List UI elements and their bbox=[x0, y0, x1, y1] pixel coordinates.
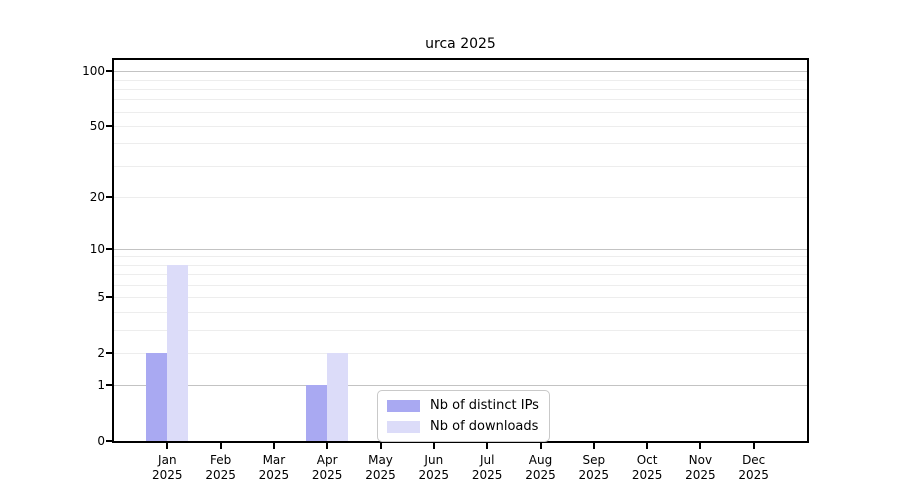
x-label-year: 2025 bbox=[738, 468, 769, 482]
y-axis-tick bbox=[106, 70, 113, 73]
minor-gridline bbox=[114, 197, 807, 198]
x-axis-tick bbox=[219, 441, 222, 449]
major-gridline bbox=[114, 248, 807, 250]
x-label-year: 2025 bbox=[418, 468, 450, 482]
y-axis-tick-label: 5 bbox=[97, 290, 105, 305]
x-axis-tick-label: Mar 2025 bbox=[242, 453, 306, 483]
minor-gridline bbox=[114, 143, 807, 145]
x-axis-tick bbox=[752, 441, 755, 449]
x-label-year: 2025 bbox=[365, 468, 396, 482]
x-label-year: 2025 bbox=[205, 468, 236, 482]
minor-gridline bbox=[114, 125, 807, 127]
x-label-year: 2025 bbox=[578, 468, 610, 482]
minor-gridline bbox=[114, 88, 807, 90]
minor-gridline bbox=[114, 297, 807, 299]
major-gridline bbox=[114, 71, 807, 73]
minor-gridline bbox=[114, 165, 807, 167]
bar-distinct-ips bbox=[146, 352, 168, 441]
x-axis-tick bbox=[272, 441, 275, 449]
x-axis-tick-label: Feb 2025 bbox=[189, 453, 253, 483]
y-axis-tick-label: 10 bbox=[89, 241, 105, 256]
y-axis-tick-label: 100 bbox=[82, 64, 105, 79]
minor-gridline bbox=[114, 312, 807, 313]
y-axis-tick-label: 0 bbox=[97, 434, 105, 448]
x-label-year: 2025 bbox=[631, 468, 663, 482]
x-axis-tick bbox=[379, 441, 382, 449]
minor-gridline bbox=[114, 99, 807, 101]
x-axis-tick bbox=[592, 441, 595, 449]
x-axis-tick-label: Jun 2025 bbox=[402, 453, 466, 483]
minor-gridline bbox=[114, 111, 807, 113]
minor-gridline bbox=[114, 274, 807, 276]
x-axis-tick-label: Dec 2025 bbox=[722, 453, 786, 483]
legend-item-distinct-ips: Nb of distinct IPs bbox=[387, 397, 539, 414]
x-axis-tick-label: Jul 2025 bbox=[455, 453, 519, 483]
x-label-year: 2025 bbox=[152, 468, 183, 482]
x-label-month: Oct bbox=[636, 453, 658, 467]
bar-downloads bbox=[327, 352, 349, 441]
x-axis-tick-label: Jan 2025 bbox=[135, 453, 199, 483]
x-label-year: 2025 bbox=[311, 468, 343, 482]
y-axis-tick bbox=[106, 384, 113, 387]
y-axis-tick bbox=[106, 196, 113, 198]
x-label-month: Jul bbox=[479, 453, 495, 467]
x-label-year: 2025 bbox=[258, 468, 290, 482]
legend-swatch-distinct-ips-icon bbox=[387, 399, 420, 412]
y-axis-tick-label: 50 bbox=[89, 118, 105, 133]
minor-gridline bbox=[114, 79, 807, 81]
x-label-month: Jun bbox=[424, 453, 444, 467]
y-axis-tick bbox=[106, 440, 113, 442]
legend-swatch-downloads-icon bbox=[387, 420, 420, 433]
x-axis-tick bbox=[486, 441, 489, 449]
x-axis-tick bbox=[432, 441, 435, 449]
major-gridline bbox=[114, 385, 807, 387]
x-axis-tick bbox=[166, 441, 169, 449]
plot-area: Nb of distinct IPs Nb of downloads 100 50… bbox=[82, 58, 809, 482]
y-axis-tick bbox=[106, 247, 113, 250]
legend-label-distinct-ips: Nb of distinct IPs bbox=[430, 398, 539, 413]
x-label-year: 2025 bbox=[471, 468, 503, 482]
x-axis-tick-label: Sep 2025 bbox=[562, 453, 626, 483]
bar-distinct-ips bbox=[306, 385, 328, 441]
legend-label-downloads: Nb of downloads bbox=[430, 419, 539, 434]
x-axis-tick bbox=[699, 441, 702, 449]
x-label-month: Mar bbox=[262, 453, 286, 467]
minor-gridline bbox=[114, 264, 807, 266]
x-label-month: Dec bbox=[742, 453, 766, 467]
legend-item-downloads: Nb of downloads bbox=[387, 418, 539, 435]
y-axis-tick-label: 2 bbox=[97, 345, 105, 360]
x-axis-tick-label: Aug 2025 bbox=[509, 453, 573, 483]
x-axis-tick-label: May 2025 bbox=[349, 453, 413, 483]
x-label-month: Feb bbox=[209, 453, 232, 467]
x-axis-tick-label: Nov 2025 bbox=[668, 453, 732, 483]
y-axis-tick bbox=[106, 296, 113, 299]
x-axis-tick bbox=[646, 441, 649, 449]
y-axis-tick-label: 1 bbox=[97, 378, 105, 393]
x-label-month: Nov bbox=[688, 453, 713, 467]
x-label-month: Sep bbox=[582, 453, 606, 467]
bar-downloads bbox=[167, 264, 189, 441]
y-axis-tick bbox=[106, 124, 113, 127]
minor-gridline bbox=[114, 285, 807, 286]
x-label-month: May bbox=[368, 453, 393, 467]
minor-gridline bbox=[114, 329, 807, 331]
x-axis-tick-label: Oct 2025 bbox=[615, 453, 679, 483]
minor-gridline bbox=[114, 256, 807, 258]
y-axis-tick-label: 20 bbox=[89, 190, 105, 204]
legend: Nb of distinct IPs Nb of downloads bbox=[377, 390, 550, 442]
x-axis-tick-label: Apr 2025 bbox=[295, 453, 359, 483]
x-label-month: Jan bbox=[158, 453, 177, 467]
x-label-year: 2025 bbox=[525, 468, 556, 482]
x-axis-tick bbox=[539, 441, 542, 449]
x-label-year: 2025 bbox=[685, 468, 716, 482]
minor-gridline bbox=[114, 352, 807, 354]
x-axis-tick bbox=[326, 441, 329, 449]
chart-title: urca 2025 bbox=[425, 36, 496, 52]
y-axis-tick bbox=[106, 351, 113, 354]
x-label-month: Aug bbox=[528, 453, 553, 467]
x-label-month: Apr bbox=[316, 453, 338, 467]
